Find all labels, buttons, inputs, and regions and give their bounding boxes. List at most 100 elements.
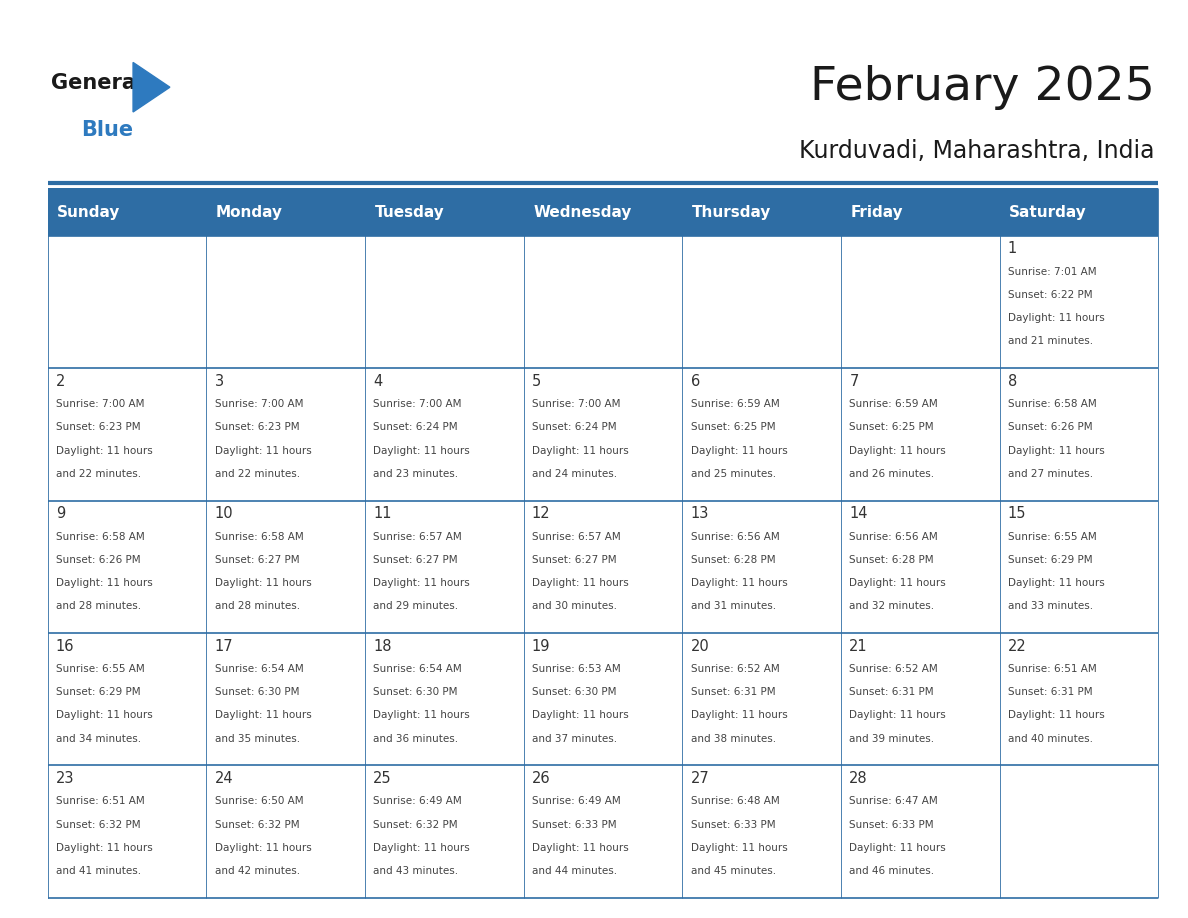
Text: Daylight: 11 hours: Daylight: 11 hours — [690, 445, 788, 455]
Text: Sunset: 6:27 PM: Sunset: 6:27 PM — [215, 554, 299, 565]
Text: Sunset: 6:22 PM: Sunset: 6:22 PM — [1007, 290, 1093, 300]
Text: Sunset: 6:26 PM: Sunset: 6:26 PM — [1007, 422, 1093, 432]
Text: and 25 minutes.: and 25 minutes. — [690, 469, 776, 479]
Text: and 22 minutes.: and 22 minutes. — [56, 469, 141, 479]
Bar — [207, 500, 365, 633]
Bar — [524, 368, 682, 500]
Bar — [48, 236, 207, 368]
Text: Daylight: 11 hours: Daylight: 11 hours — [215, 843, 311, 853]
Text: and 41 minutes.: and 41 minutes. — [56, 866, 141, 876]
Text: and 37 minutes.: and 37 minutes. — [532, 733, 617, 744]
Text: 9: 9 — [56, 506, 65, 521]
Text: Sunset: 6:31 PM: Sunset: 6:31 PM — [849, 688, 934, 697]
Text: Sunset: 6:29 PM: Sunset: 6:29 PM — [1007, 554, 1093, 565]
Text: Daylight: 11 hours: Daylight: 11 hours — [849, 711, 946, 721]
Text: Sunset: 6:27 PM: Sunset: 6:27 PM — [532, 554, 617, 565]
Text: Sunset: 6:31 PM: Sunset: 6:31 PM — [690, 688, 776, 697]
Text: Sunrise: 6:47 AM: Sunrise: 6:47 AM — [849, 797, 939, 806]
Text: Daylight: 11 hours: Daylight: 11 hours — [215, 445, 311, 455]
Text: Sunset: 6:33 PM: Sunset: 6:33 PM — [849, 820, 934, 830]
Text: Sunrise: 7:00 AM: Sunrise: 7:00 AM — [215, 399, 303, 409]
Text: Daylight: 11 hours: Daylight: 11 hours — [849, 445, 946, 455]
Bar — [524, 500, 682, 633]
Text: Daylight: 11 hours: Daylight: 11 hours — [849, 843, 946, 853]
Text: Sunrise: 7:00 AM: Sunrise: 7:00 AM — [56, 399, 144, 409]
Bar — [48, 188, 1158, 236]
Text: Daylight: 11 hours: Daylight: 11 hours — [56, 445, 152, 455]
Text: Sunrise: 6:54 AM: Sunrise: 6:54 AM — [373, 664, 462, 674]
Text: Sunrise: 6:51 AM: Sunrise: 6:51 AM — [1007, 664, 1097, 674]
Bar — [365, 236, 524, 368]
Text: and 26 minutes.: and 26 minutes. — [849, 469, 935, 479]
Text: and 31 minutes.: and 31 minutes. — [690, 601, 776, 611]
Bar — [682, 236, 841, 368]
Text: and 36 minutes.: and 36 minutes. — [373, 733, 459, 744]
Text: 16: 16 — [56, 639, 75, 654]
Text: 24: 24 — [215, 771, 233, 786]
Text: and 45 minutes.: and 45 minutes. — [690, 866, 776, 876]
Text: 10: 10 — [215, 506, 233, 521]
Text: 21: 21 — [849, 639, 868, 654]
Text: Sunset: 6:33 PM: Sunset: 6:33 PM — [532, 820, 617, 830]
Bar — [999, 236, 1158, 368]
Bar — [48, 500, 207, 633]
Text: Daylight: 11 hours: Daylight: 11 hours — [532, 578, 628, 588]
Text: General: General — [51, 73, 143, 93]
Text: Sunset: 6:30 PM: Sunset: 6:30 PM — [532, 688, 617, 697]
Polygon shape — [133, 62, 170, 112]
Text: Sunrise: 6:58 AM: Sunrise: 6:58 AM — [56, 532, 145, 542]
Text: Kurduvadi, Maharashtra, India: Kurduvadi, Maharashtra, India — [800, 140, 1155, 163]
Text: and 43 minutes.: and 43 minutes. — [373, 866, 459, 876]
Text: Sunrise: 6:59 AM: Sunrise: 6:59 AM — [849, 399, 939, 409]
Text: Sunset: 6:32 PM: Sunset: 6:32 PM — [56, 820, 140, 830]
Text: 14: 14 — [849, 506, 867, 521]
Text: Sunrise: 6:55 AM: Sunrise: 6:55 AM — [1007, 532, 1097, 542]
Text: 15: 15 — [1007, 506, 1026, 521]
Text: 23: 23 — [56, 771, 75, 786]
Bar — [524, 236, 682, 368]
Text: Sunset: 6:23 PM: Sunset: 6:23 PM — [215, 422, 299, 432]
Text: Wednesday: Wednesday — [533, 205, 632, 219]
Text: Daylight: 11 hours: Daylight: 11 hours — [532, 445, 628, 455]
Text: Sunset: 6:31 PM: Sunset: 6:31 PM — [1007, 688, 1093, 697]
Text: Sunset: 6:25 PM: Sunset: 6:25 PM — [849, 422, 934, 432]
Text: Sunrise: 7:00 AM: Sunrise: 7:00 AM — [532, 399, 620, 409]
Text: and 35 minutes.: and 35 minutes. — [215, 733, 299, 744]
Bar — [524, 766, 682, 898]
Text: Sunset: 6:26 PM: Sunset: 6:26 PM — [56, 554, 140, 565]
Text: Sunrise: 6:49 AM: Sunrise: 6:49 AM — [532, 797, 620, 806]
Bar — [682, 500, 841, 633]
Text: Daylight: 11 hours: Daylight: 11 hours — [532, 843, 628, 853]
Bar — [207, 368, 365, 500]
Text: and 33 minutes.: and 33 minutes. — [1007, 601, 1093, 611]
Text: Daylight: 11 hours: Daylight: 11 hours — [373, 445, 470, 455]
Text: and 44 minutes.: and 44 minutes. — [532, 866, 617, 876]
Text: Sunrise: 6:54 AM: Sunrise: 6:54 AM — [215, 664, 303, 674]
Bar — [999, 633, 1158, 766]
Text: 7: 7 — [849, 374, 859, 389]
Text: 12: 12 — [532, 506, 550, 521]
Text: Sunset: 6:23 PM: Sunset: 6:23 PM — [56, 422, 140, 432]
Text: and 29 minutes.: and 29 minutes. — [373, 601, 459, 611]
Text: and 22 minutes.: and 22 minutes. — [215, 469, 299, 479]
Text: and 21 minutes.: and 21 minutes. — [1007, 336, 1093, 346]
Text: Sunset: 6:25 PM: Sunset: 6:25 PM — [690, 422, 776, 432]
Text: Daylight: 11 hours: Daylight: 11 hours — [215, 578, 311, 588]
Text: Sunday: Sunday — [57, 205, 120, 219]
Text: Sunrise: 7:00 AM: Sunrise: 7:00 AM — [373, 399, 462, 409]
Text: Daylight: 11 hours: Daylight: 11 hours — [690, 578, 788, 588]
Bar — [48, 766, 207, 898]
Text: Daylight: 11 hours: Daylight: 11 hours — [215, 711, 311, 721]
Text: Sunrise: 6:50 AM: Sunrise: 6:50 AM — [215, 797, 303, 806]
Text: Daylight: 11 hours: Daylight: 11 hours — [56, 843, 152, 853]
Bar — [682, 766, 841, 898]
Text: Sunset: 6:33 PM: Sunset: 6:33 PM — [690, 820, 776, 830]
Text: Monday: Monday — [216, 205, 283, 219]
Text: and 40 minutes.: and 40 minutes. — [1007, 733, 1093, 744]
Bar — [999, 500, 1158, 633]
Text: and 39 minutes.: and 39 minutes. — [849, 733, 935, 744]
Bar — [365, 500, 524, 633]
Text: Sunset: 6:24 PM: Sunset: 6:24 PM — [373, 422, 457, 432]
Text: and 32 minutes.: and 32 minutes. — [849, 601, 935, 611]
Text: and 28 minutes.: and 28 minutes. — [56, 601, 141, 611]
